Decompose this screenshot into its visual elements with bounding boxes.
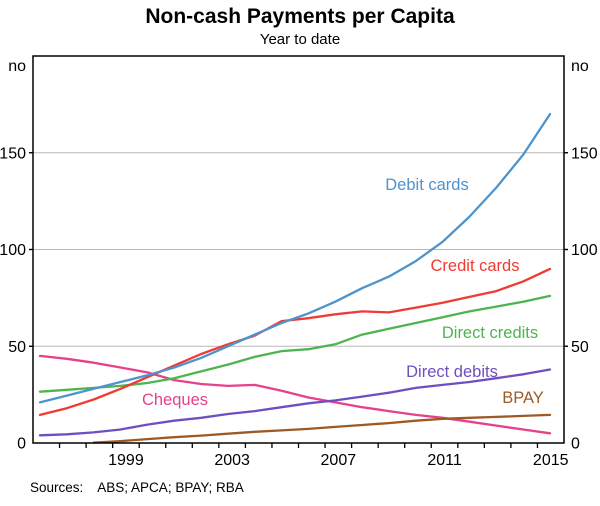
y-axis-label-right-150: 150 — [571, 145, 598, 162]
series-line-credit-cards — [38, 267, 552, 417]
y-axis-label-right-50: 50 — [571, 339, 589, 356]
sources-note: Sources: ABS; APCA; BPAY; RBA — [30, 480, 244, 495]
x-axis-label-2003: 2003 — [214, 452, 250, 469]
y-axis-unit-left: no — [8, 58, 26, 75]
series-label-direct-debits: Direct debits — [406, 363, 498, 381]
y-axis-label-left-50: 50 — [8, 339, 26, 356]
sources-label: Sources: — [30, 480, 84, 495]
x-axis-label-2011: 2011 — [427, 452, 462, 469]
sources-list: ABS; APCA; BPAY; RBA — [97, 480, 244, 495]
series-label-debit-cards: Debit cards — [385, 176, 468, 194]
y-axis-label-left-0: 0 — [17, 436, 26, 453]
x-axis-label-1999: 1999 — [108, 452, 144, 469]
series-line-direct-debits — [38, 368, 552, 437]
y-axis-label-right-100: 100 — [571, 242, 598, 259]
y-axis-label-left-100: 100 — [0, 242, 26, 259]
series-label-bpay: BPAY — [502, 389, 544, 407]
y-axis-unit-right: no — [571, 58, 589, 75]
chart-title: Non-cash Payments per Capita — [145, 5, 455, 28]
x-axis-label-2007: 2007 — [321, 452, 357, 469]
series-line-debit-cards — [38, 112, 552, 404]
plot-frame — [32, 55, 565, 444]
series-line-cheques — [38, 354, 552, 435]
y-axis-label-right-0: 0 — [571, 436, 580, 453]
series-label-cheques: Cheques — [142, 391, 208, 409]
x-axis-label-2015: 2015 — [533, 452, 569, 469]
chart-subtitle: Year to date — [259, 31, 341, 48]
series-line-direct-credits — [38, 294, 552, 393]
series-line-bpay — [92, 413, 552, 444]
series-label-direct-credits: Direct credits — [442, 324, 538, 342]
y-axis-label-left-150: 150 — [0, 145, 26, 162]
series-label-credit-cards: Credit cards — [431, 257, 520, 275]
